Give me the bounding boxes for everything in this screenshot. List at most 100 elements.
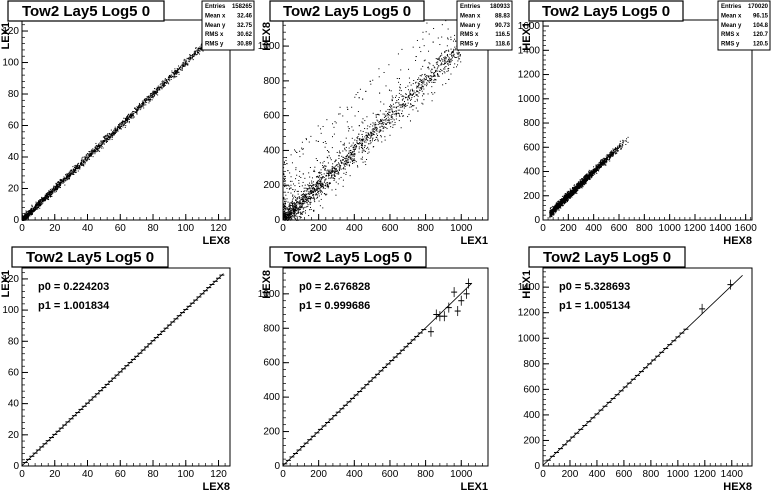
- scatter-point: [104, 137, 106, 139]
- scatter-point: [372, 134, 374, 136]
- scatter-point: [371, 140, 373, 142]
- scatter-point: [338, 152, 340, 154]
- scatter-point: [397, 53, 399, 55]
- scatter-point: [32, 207, 34, 209]
- stats-value: 32.46: [237, 13, 253, 19]
- scatter-point: [377, 140, 379, 142]
- scatter-point: [350, 153, 352, 155]
- scatter-point: [296, 190, 298, 192]
- scatter-point: [380, 119, 382, 121]
- scatter-point: [392, 126, 394, 128]
- scatter-point: [36, 203, 38, 205]
- scatter-point: [378, 131, 380, 133]
- scatter-point: [356, 137, 358, 139]
- scatter-point: [285, 194, 287, 196]
- scatter-point: [59, 186, 61, 188]
- scatter-point: [294, 213, 296, 215]
- scatter-point: [432, 41, 434, 43]
- scatter-point: [114, 128, 116, 130]
- scatter-point: [418, 77, 420, 79]
- scatter-point: [184, 63, 186, 65]
- scatter-point: [294, 211, 296, 213]
- scatter-point: [317, 125, 319, 127]
- scatter-point: [125, 125, 127, 127]
- scatter-point: [26, 218, 28, 220]
- scatter-point: [392, 112, 394, 114]
- scatter-point: [351, 159, 353, 161]
- scatter-point: [302, 199, 304, 201]
- scatter-point: [156, 86, 158, 88]
- scatter-point: [95, 144, 97, 146]
- scatter-point: [163, 84, 165, 86]
- scatter-point: [342, 168, 344, 170]
- scatter-point: [43, 198, 45, 200]
- scatter-point: [413, 79, 415, 81]
- scatter-point: [349, 158, 351, 160]
- scatter-point: [192, 55, 194, 57]
- scatter-point: [328, 186, 330, 188]
- scatter-point: [367, 139, 369, 141]
- scatter-point: [44, 198, 46, 200]
- scatter-point: [361, 147, 363, 149]
- scatter-point: [118, 124, 120, 126]
- scatter-point: [58, 185, 60, 187]
- scatter-point: [315, 140, 317, 142]
- scatter-point: [385, 85, 387, 87]
- scatter-point: [107, 136, 109, 138]
- scatter-point: [54, 191, 56, 193]
- scatter-point: [444, 66, 446, 68]
- scatter-point: [44, 200, 46, 202]
- stats-label: Mean y: [205, 23, 226, 29]
- scatter-point: [429, 63, 431, 65]
- scatter-point: [117, 126, 119, 128]
- scatter-point: [185, 60, 187, 62]
- scatter-point: [132, 117, 134, 119]
- scatter-point: [389, 121, 391, 123]
- scatter-point: [322, 176, 324, 178]
- scatter-point: [295, 213, 297, 215]
- stats-frame: [201, 0, 255, 51]
- scatter-point: [35, 205, 37, 207]
- scatter-point: [291, 207, 293, 209]
- scatter-point: [318, 177, 320, 179]
- scatter-point: [54, 186, 56, 188]
- scatter-point: [295, 167, 297, 169]
- scatter-point: [419, 89, 421, 91]
- scatter-point: [338, 157, 340, 159]
- scatter-point: [454, 38, 456, 40]
- scatter-point: [451, 50, 453, 52]
- scatter-point: [310, 190, 312, 192]
- scatter-point: [310, 197, 312, 199]
- scatter-point: [296, 207, 298, 209]
- scatter-point: [302, 198, 304, 200]
- scatter-point: [352, 142, 354, 144]
- scatter-point: [395, 95, 397, 97]
- scatter-point: [92, 149, 94, 151]
- scatter-point: [339, 165, 341, 167]
- scatter-point: [444, 68, 446, 70]
- scatter-point: [394, 121, 396, 123]
- scatter-point: [355, 145, 357, 147]
- scatter-point: [375, 126, 377, 128]
- scatter-point: [142, 104, 144, 106]
- scatter-point: [320, 132, 322, 134]
- scatter-point: [27, 210, 29, 212]
- scatter-point: [293, 149, 295, 151]
- scatter-point: [410, 104, 412, 106]
- scatter-point: [77, 170, 79, 172]
- scatter-point: [295, 197, 297, 199]
- scatter-point: [371, 132, 373, 134]
- scatter-point: [70, 170, 72, 172]
- scatter-point: [295, 210, 297, 212]
- scatter-point: [360, 140, 362, 142]
- scatter-point: [145, 97, 147, 99]
- scatter-point: [286, 208, 288, 210]
- scatter-point: [91, 149, 93, 151]
- scatter-point: [175, 73, 177, 75]
- scatter-point: [59, 186, 61, 188]
- y-tick-label: 1000: [518, 94, 541, 105]
- scatter-point: [100, 147, 102, 149]
- scatter-point: [309, 201, 311, 203]
- scatter-point: [396, 112, 398, 114]
- scatter-point: [316, 194, 318, 196]
